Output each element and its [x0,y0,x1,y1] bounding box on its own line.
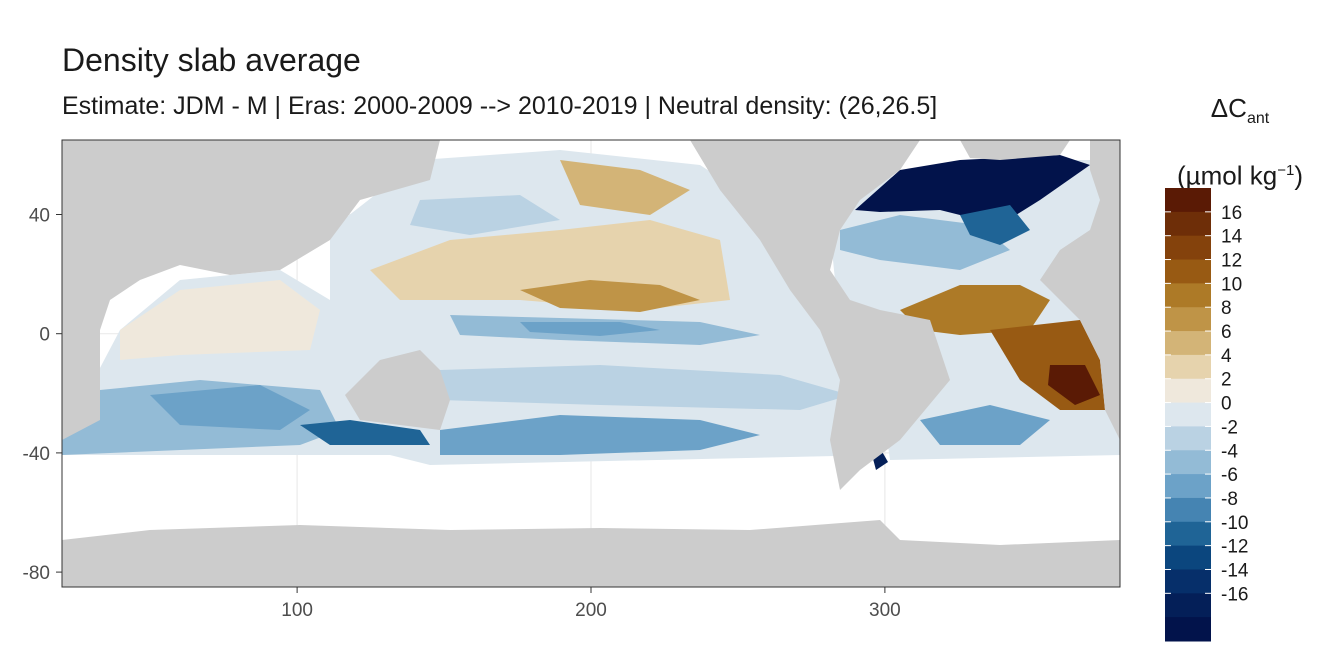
y-axis: 40 0 -40 -80 [23,206,62,584]
subpolar-deep [855,155,1090,225]
legend-label: 12 [1221,251,1242,272]
legend-label: -8 [1221,489,1238,510]
subpolar-mid [960,205,1030,245]
legend-label: 2 [1221,370,1232,391]
legend-title-unit: (µmol kg−1) [1177,160,1303,191]
indian-south-core [150,385,310,430]
legend-color-step [1165,617,1211,642]
legend-label: 10 [1221,274,1242,295]
y-tick-label: -80 [23,563,50,584]
land-australia [345,350,450,430]
indian-north-patch [120,280,320,360]
y-tick-label: -40 [23,444,50,465]
legend-color-step [1165,235,1211,261]
chart-title: Density slab average [62,42,361,78]
legend-label: 6 [1221,322,1232,343]
legend-color-step [1165,521,1211,547]
legend-color-step [1165,593,1211,618]
legend-color-step [1165,188,1211,213]
legend-label: 8 [1221,298,1232,319]
legend-color-step [1165,211,1211,237]
legend-color-step [1165,569,1211,594]
legend-label: -2 [1221,417,1238,438]
legend-color-step [1165,354,1211,380]
chart-subtitle: Estimate: JDM - M | Eras: 2000-2009 --> … [62,92,938,120]
x-tick-label: 300 [869,600,901,621]
south-atlantic-core [1048,365,1100,405]
legend-color-step [1165,283,1211,308]
legend-label: 14 [1221,227,1243,248]
tropical-atlantic-warm [900,285,1050,335]
y-tick-label: 0 [39,325,50,346]
south-atlantic-west-cool [920,405,1050,445]
legend-title-variable: ΔCant [1210,93,1270,128]
south-pacific-band [440,365,850,410]
land-americas [690,140,950,490]
land-africa [62,140,440,440]
land-antarctica [62,520,1120,587]
legend-color-step [1165,307,1211,332]
legend-label: 0 [1221,394,1232,415]
x-tick-label: 200 [575,600,607,621]
legend-label: -16 [1221,584,1248,605]
southern-ocean-pacific [440,415,760,455]
x-axis: 100 200 300 [281,587,901,621]
legend-label: 16 [1221,203,1242,224]
land-masses [62,140,1120,587]
ocean-field [62,150,1120,470]
land-greenland [960,140,1070,160]
legend-color-step [1165,402,1211,427]
x-tick-label: 100 [281,600,313,621]
north-pacific-northeast [560,160,690,215]
legend-label: -6 [1221,465,1238,486]
legend-color-step [1165,378,1211,404]
equatorial-pacific-core [520,322,660,336]
kuroshio-cool [410,195,560,235]
y-tick-label: 40 [29,206,50,227]
north-pacific-warm-core [520,280,700,312]
legend-label: -4 [1221,441,1238,462]
legend-color-step [1165,450,1211,475]
legend-label: 4 [1221,346,1232,367]
legend-label: -10 [1221,513,1248,534]
legend-color-step [1165,426,1211,451]
legend-color-step [1165,497,1211,523]
land-europe-africa-east [1040,140,1120,440]
legend-title: ΔCant (µmol kg−1) [1160,82,1320,202]
legend-color-step [1165,474,1211,499]
legend-label: -14 [1221,560,1249,581]
legend-color-step [1165,545,1211,570]
legend-label: -12 [1221,537,1248,558]
legend-color-step [1165,331,1211,356]
legend-color-step [1165,259,1211,284]
south-australia-patch [300,420,430,445]
